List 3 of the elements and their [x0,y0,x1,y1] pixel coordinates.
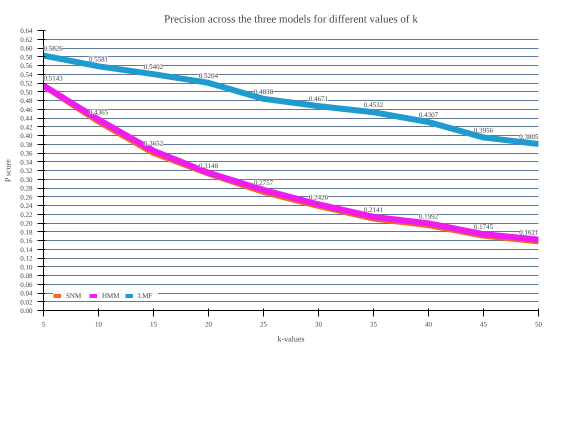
y-axis-title: P score [3,158,12,182]
chart-title: Precision across the three models for different values of k [164,14,418,26]
x-axis-title: k-values [277,334,305,344]
